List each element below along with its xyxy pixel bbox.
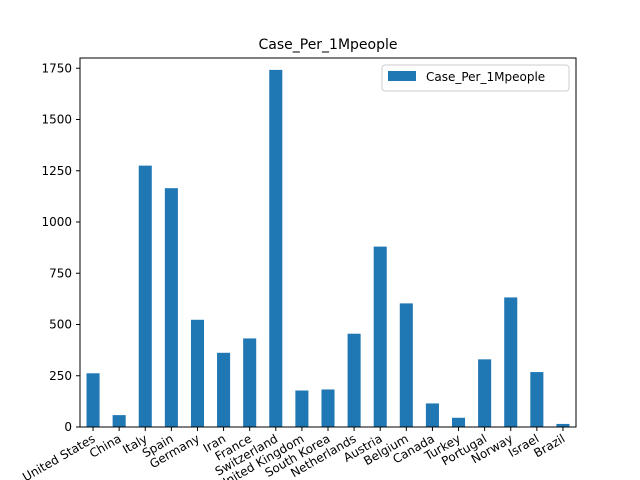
legend: Case_Per_1Mpeople (381, 64, 570, 92)
legend-box (381, 64, 570, 92)
bar-south-korea (321, 389, 335, 427)
bar-spain (164, 188, 178, 427)
bar-france (243, 338, 257, 427)
bar-netherlands (347, 333, 361, 427)
bar-canada (425, 403, 439, 427)
bar-norway (504, 297, 518, 427)
bar-israel (530, 372, 544, 427)
y-tick-label: 0 (64, 420, 72, 434)
bar-switzerland (269, 69, 283, 427)
plot-frame (79, 57, 577, 428)
bar-portugal (478, 359, 492, 427)
y-axis: 0 250 500 750 1000 1250 1500 1750 (41, 61, 80, 434)
legend-swatch (388, 71, 416, 81)
bar-austria (373, 246, 387, 427)
y-tick-label: 1750 (41, 61, 72, 75)
chart-title: Case_Per_1Mpeople (258, 37, 397, 53)
y-tick-label: 500 (49, 318, 72, 332)
bar-italy (138, 165, 152, 427)
y-tick-label: 1500 (41, 113, 72, 127)
bar-china (112, 415, 126, 427)
bar-turkey (452, 417, 466, 427)
bar-united-states (86, 373, 100, 427)
bars-group (86, 69, 570, 427)
y-tick-label: 1000 (41, 215, 72, 229)
y-tick-label: 1250 (41, 164, 72, 178)
bar-brazil (556, 423, 570, 427)
bar-belgium (399, 303, 413, 427)
legend-label: Case_Per_1Mpeople (426, 70, 545, 84)
bar-united-kingdom (295, 390, 309, 427)
bar-germany (190, 319, 204, 427)
y-tick-label: 250 (49, 369, 72, 383)
y-tick-label: 750 (49, 266, 72, 280)
bar-iran (217, 352, 231, 427)
